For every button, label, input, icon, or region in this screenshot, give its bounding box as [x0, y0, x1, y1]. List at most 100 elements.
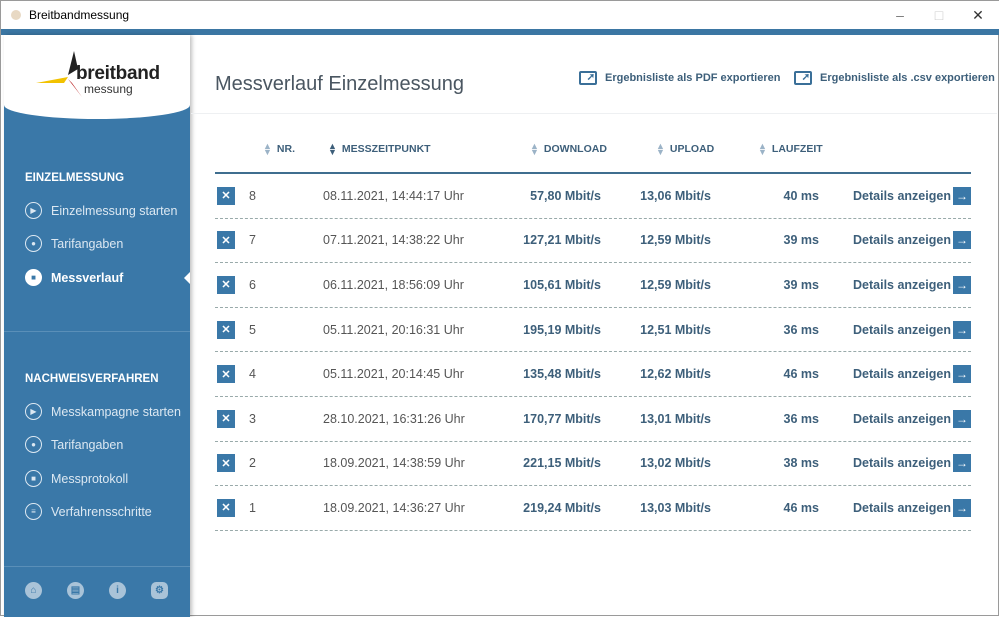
sidebar: breitband messung EINZELMESSUNG ▶ Einzelm… — [4, 35, 190, 617]
cell-download: 105,61 Mbit/s — [523, 277, 601, 292]
cell-upload: 12,59 Mbit/s — [640, 233, 711, 248]
maximize-button[interactable]: □ — [934, 7, 944, 23]
arrow-right-icon: → — [956, 367, 968, 382]
details-arrow-button[interactable]: → — [953, 186, 971, 205]
delete-button[interactable]: ✕ — [217, 498, 235, 517]
table-row: ✕ 6 06.11.2021, 18:56:09 Uhr 105,61 Mbit… — [215, 263, 971, 308]
details-link[interactable]: Details anzeigen — [853, 500, 951, 515]
details-link[interactable]: Details anzeigen — [853, 456, 951, 471]
cell-messzeitpunkt: 07.11.2021, 14:38:22 Uhr — [323, 233, 464, 248]
minimize-button[interactable]: – — [896, 7, 904, 23]
active-indicator — [184, 272, 190, 284]
details-arrow-button[interactable]: → — [953, 409, 971, 428]
details-link[interactable]: Details anzeigen — [853, 188, 951, 203]
table-row: ✕ 5 05.11.2021, 20:16:31 Uhr 195,19 Mbit… — [215, 308, 971, 353]
cell-messzeitpunkt: 18.09.2021, 14:36:27 Uhr — [323, 500, 465, 515]
window-title: Breitbandmessung — [29, 8, 130, 22]
section-nachweisverfahren: NACHWEISVERFAHREN — [25, 373, 159, 385]
details-arrow-button[interactable]: → — [953, 231, 971, 250]
column-header-nr[interactable]: ▲ ▼ NR. — [263, 141, 296, 157]
cell-messzeitpunkt: 05.11.2021, 20:14:45 Uhr — [323, 367, 464, 382]
close-icon: ✕ — [221, 234, 231, 247]
gear-icon[interactable]: ⚙ — [151, 582, 168, 599]
chat-icon[interactable]: ▤ — [67, 582, 84, 599]
details-link[interactable]: Details anzeigen — [853, 233, 951, 248]
delete-button[interactable]: ✕ — [217, 454, 235, 473]
table-row: ✕ 4 05.11.2021, 20:14:45 Uhr 135,48 Mbit… — [215, 352, 971, 397]
sidebar-item-verfahrensschritte[interactable]: ≡ Verfahrensschritte — [25, 503, 152, 520]
cell-nr: 3 — [249, 411, 256, 426]
sidebar-item-tarifangaben-2[interactable]: ● Tarifangaben — [25, 436, 123, 453]
top-accent-bar — [1, 29, 999, 35]
cell-upload: 12,62 Mbit/s — [640, 367, 711, 382]
clipboard-icon: ■ — [25, 269, 42, 286]
clipboard-icon: ■ — [25, 470, 42, 487]
sort-icon: ▲ ▼ — [656, 141, 665, 157]
details-link[interactable]: Details anzeigen — [853, 277, 951, 292]
header-divider — [191, 113, 997, 114]
details-link[interactable]: Details anzeigen — [853, 411, 951, 426]
close-button[interactable]: ✕ — [972, 6, 984, 23]
cell-nr: 7 — [249, 233, 256, 248]
user-icon: ● — [25, 235, 42, 252]
arrow-right-icon: → — [956, 322, 968, 337]
cell-nr: 1 — [249, 500, 256, 515]
arrow-right-icon: → — [956, 188, 968, 203]
column-header-upload[interactable]: ▲ ▼ UPLOAD — [656, 141, 715, 157]
home-icon[interactable]: ⌂ — [25, 582, 42, 599]
sidebar-item-tarifangaben[interactable]: ● Tarifangaben — [25, 235, 123, 252]
table-row: ✕ 8 08.11.2021, 14:44:17 Uhr 57,80 Mbit/… — [215, 174, 971, 219]
column-header-laufzeit[interactable]: ▲ ▼ LAUFZEIT — [758, 141, 823, 157]
cell-download: 221,15 Mbit/s — [523, 456, 601, 471]
sidebar-item-messprotokoll[interactable]: ■ Messprotokoll — [25, 470, 128, 487]
cell-laufzeit: 46 ms — [783, 367, 819, 382]
page-title: Messverlauf Einzelmessung — [215, 73, 464, 95]
cell-nr: 6 — [249, 277, 256, 292]
export-csv-button[interactable]: ➚ Ergebnisliste als .csv exportieren — [794, 71, 995, 85]
sidebar-item-einzelmessung-starten[interactable]: ▶ Einzelmessung starten — [25, 202, 177, 219]
sidebar-item-messverlauf[interactable]: ■ Messverlauf — [25, 269, 123, 286]
cell-laufzeit: 38 ms — [783, 456, 819, 471]
arrow-right-icon: → — [956, 456, 968, 471]
delete-button[interactable]: ✕ — [217, 275, 235, 294]
table-row: ✕ 1 18.09.2021, 14:36:27 Uhr 219,24 Mbit… — [215, 486, 971, 531]
close-icon: ✕ — [221, 324, 231, 337]
delete-button[interactable]: ✕ — [217, 365, 235, 384]
delete-button[interactable]: ✕ — [217, 231, 235, 250]
details-arrow-button[interactable]: → — [953, 498, 971, 517]
details-arrow-button[interactable]: → — [953, 275, 971, 294]
cell-laufzeit: 36 ms — [783, 322, 819, 337]
delete-button[interactable]: ✕ — [217, 320, 235, 339]
table-row: ✕ 2 18.09.2021, 14:38:59 Uhr 221,15 Mbit… — [215, 442, 971, 487]
user-icon: ● — [25, 436, 42, 453]
delete-button[interactable]: ✕ — [217, 186, 235, 205]
logo-mark-icon — [36, 51, 82, 97]
sidebar-item-messkampagne-starten[interactable]: ▶ Messkampagne starten — [25, 403, 181, 420]
table-row: ✕ 7 07.11.2021, 14:38:22 Uhr 127,21 Mbit… — [215, 219, 971, 264]
details-arrow-button[interactable]: → — [953, 320, 971, 339]
sort-icon: ▲ ▼ — [758, 141, 767, 157]
details-arrow-button[interactable]: → — [953, 454, 971, 473]
arrow-right-icon: → — [956, 500, 968, 515]
cell-download: 170,77 Mbit/s — [523, 411, 601, 426]
details-arrow-button[interactable]: → — [953, 365, 971, 384]
column-header-messzeitpunkt[interactable]: ▲ ▼ MESSZEITPUNKT — [328, 141, 431, 157]
delete-button[interactable]: ✕ — [217, 409, 235, 428]
column-header-download[interactable]: ▲ ▼ DOWNLOAD — [530, 141, 607, 157]
cell-upload: 13,06 Mbit/s — [640, 188, 711, 203]
export-pdf-button[interactable]: ➚ Ergebnisliste als PDF exportieren — [579, 71, 780, 85]
cell-messzeitpunkt: 05.11.2021, 20:16:31 Uhr — [323, 322, 464, 337]
arrow-right-icon: → — [956, 277, 968, 292]
export-icon: ➚ — [579, 71, 597, 85]
info-icon[interactable]: i — [109, 582, 126, 599]
cell-upload: 13,03 Mbit/s — [640, 500, 711, 515]
cell-laufzeit: 40 ms — [783, 188, 819, 203]
close-icon: ✕ — [221, 457, 231, 470]
sort-icon: ▲ ▼ — [263, 141, 272, 157]
cell-nr: 2 — [249, 456, 256, 471]
close-icon: ✕ — [221, 279, 231, 292]
cell-upload: 12,59 Mbit/s — [640, 277, 711, 292]
logo: breitband messung — [4, 35, 190, 119]
details-link[interactable]: Details anzeigen — [853, 367, 951, 382]
details-link[interactable]: Details anzeigen — [853, 322, 951, 337]
